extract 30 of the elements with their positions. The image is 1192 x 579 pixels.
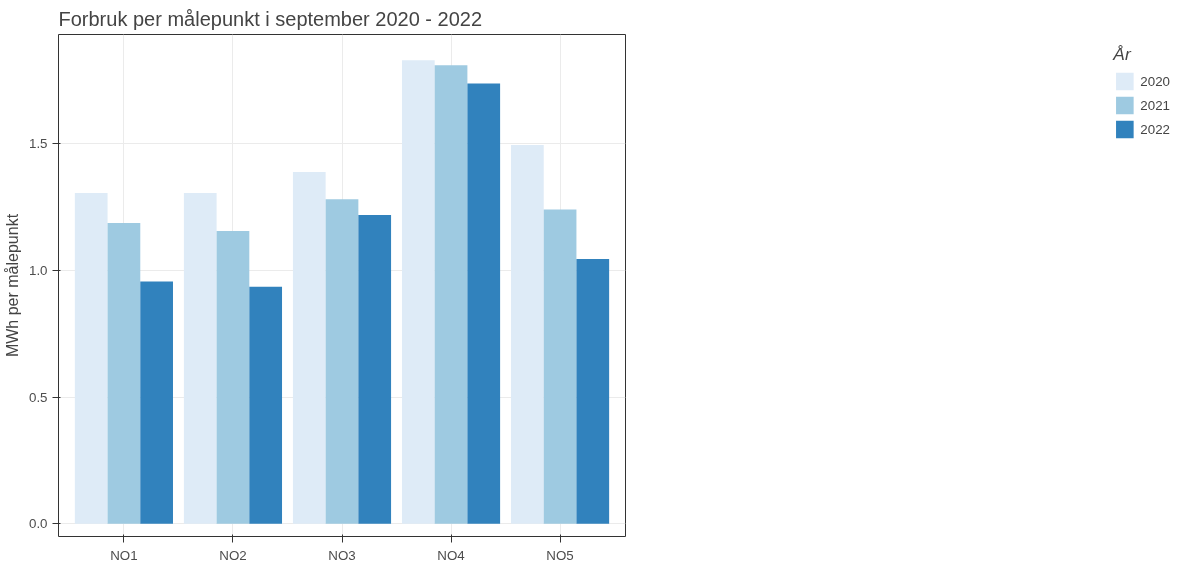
y-tick-label: 0.5 xyxy=(28,389,48,405)
bar xyxy=(358,215,392,524)
bar xyxy=(74,192,108,524)
bar xyxy=(467,83,501,524)
bar xyxy=(325,199,359,524)
bar xyxy=(543,209,577,524)
bar xyxy=(140,281,173,524)
bar xyxy=(292,171,326,524)
bar xyxy=(249,286,283,524)
bar xyxy=(107,222,141,524)
bar xyxy=(183,192,217,524)
y-axis-title: MWh per målepunkt xyxy=(3,213,21,358)
chart-title: Forbruk per målepunkt i september 2020 - 2022 xyxy=(58,7,483,30)
x-tick-label: NO2 xyxy=(219,547,247,563)
legend-label: 2022 xyxy=(1140,121,1170,137)
bar xyxy=(216,230,250,524)
bar xyxy=(434,65,468,524)
x-tick-label: NO5 xyxy=(546,547,574,563)
x-tick-label: NO1 xyxy=(110,547,138,563)
legend-label: 2021 xyxy=(1140,97,1170,113)
x-tick-label: NO3 xyxy=(328,547,356,563)
y-tick-label: 1.5 xyxy=(28,136,48,152)
bar xyxy=(401,60,435,524)
y-tick-label: 1.0 xyxy=(28,262,48,278)
bar xyxy=(511,145,544,524)
x-tick-label: NO4 xyxy=(437,547,466,563)
y-tick-label: 0.0 xyxy=(28,516,48,532)
legend-label: 2020 xyxy=(1140,73,1170,89)
bar xyxy=(576,258,610,524)
legend-title: År xyxy=(1113,44,1133,65)
